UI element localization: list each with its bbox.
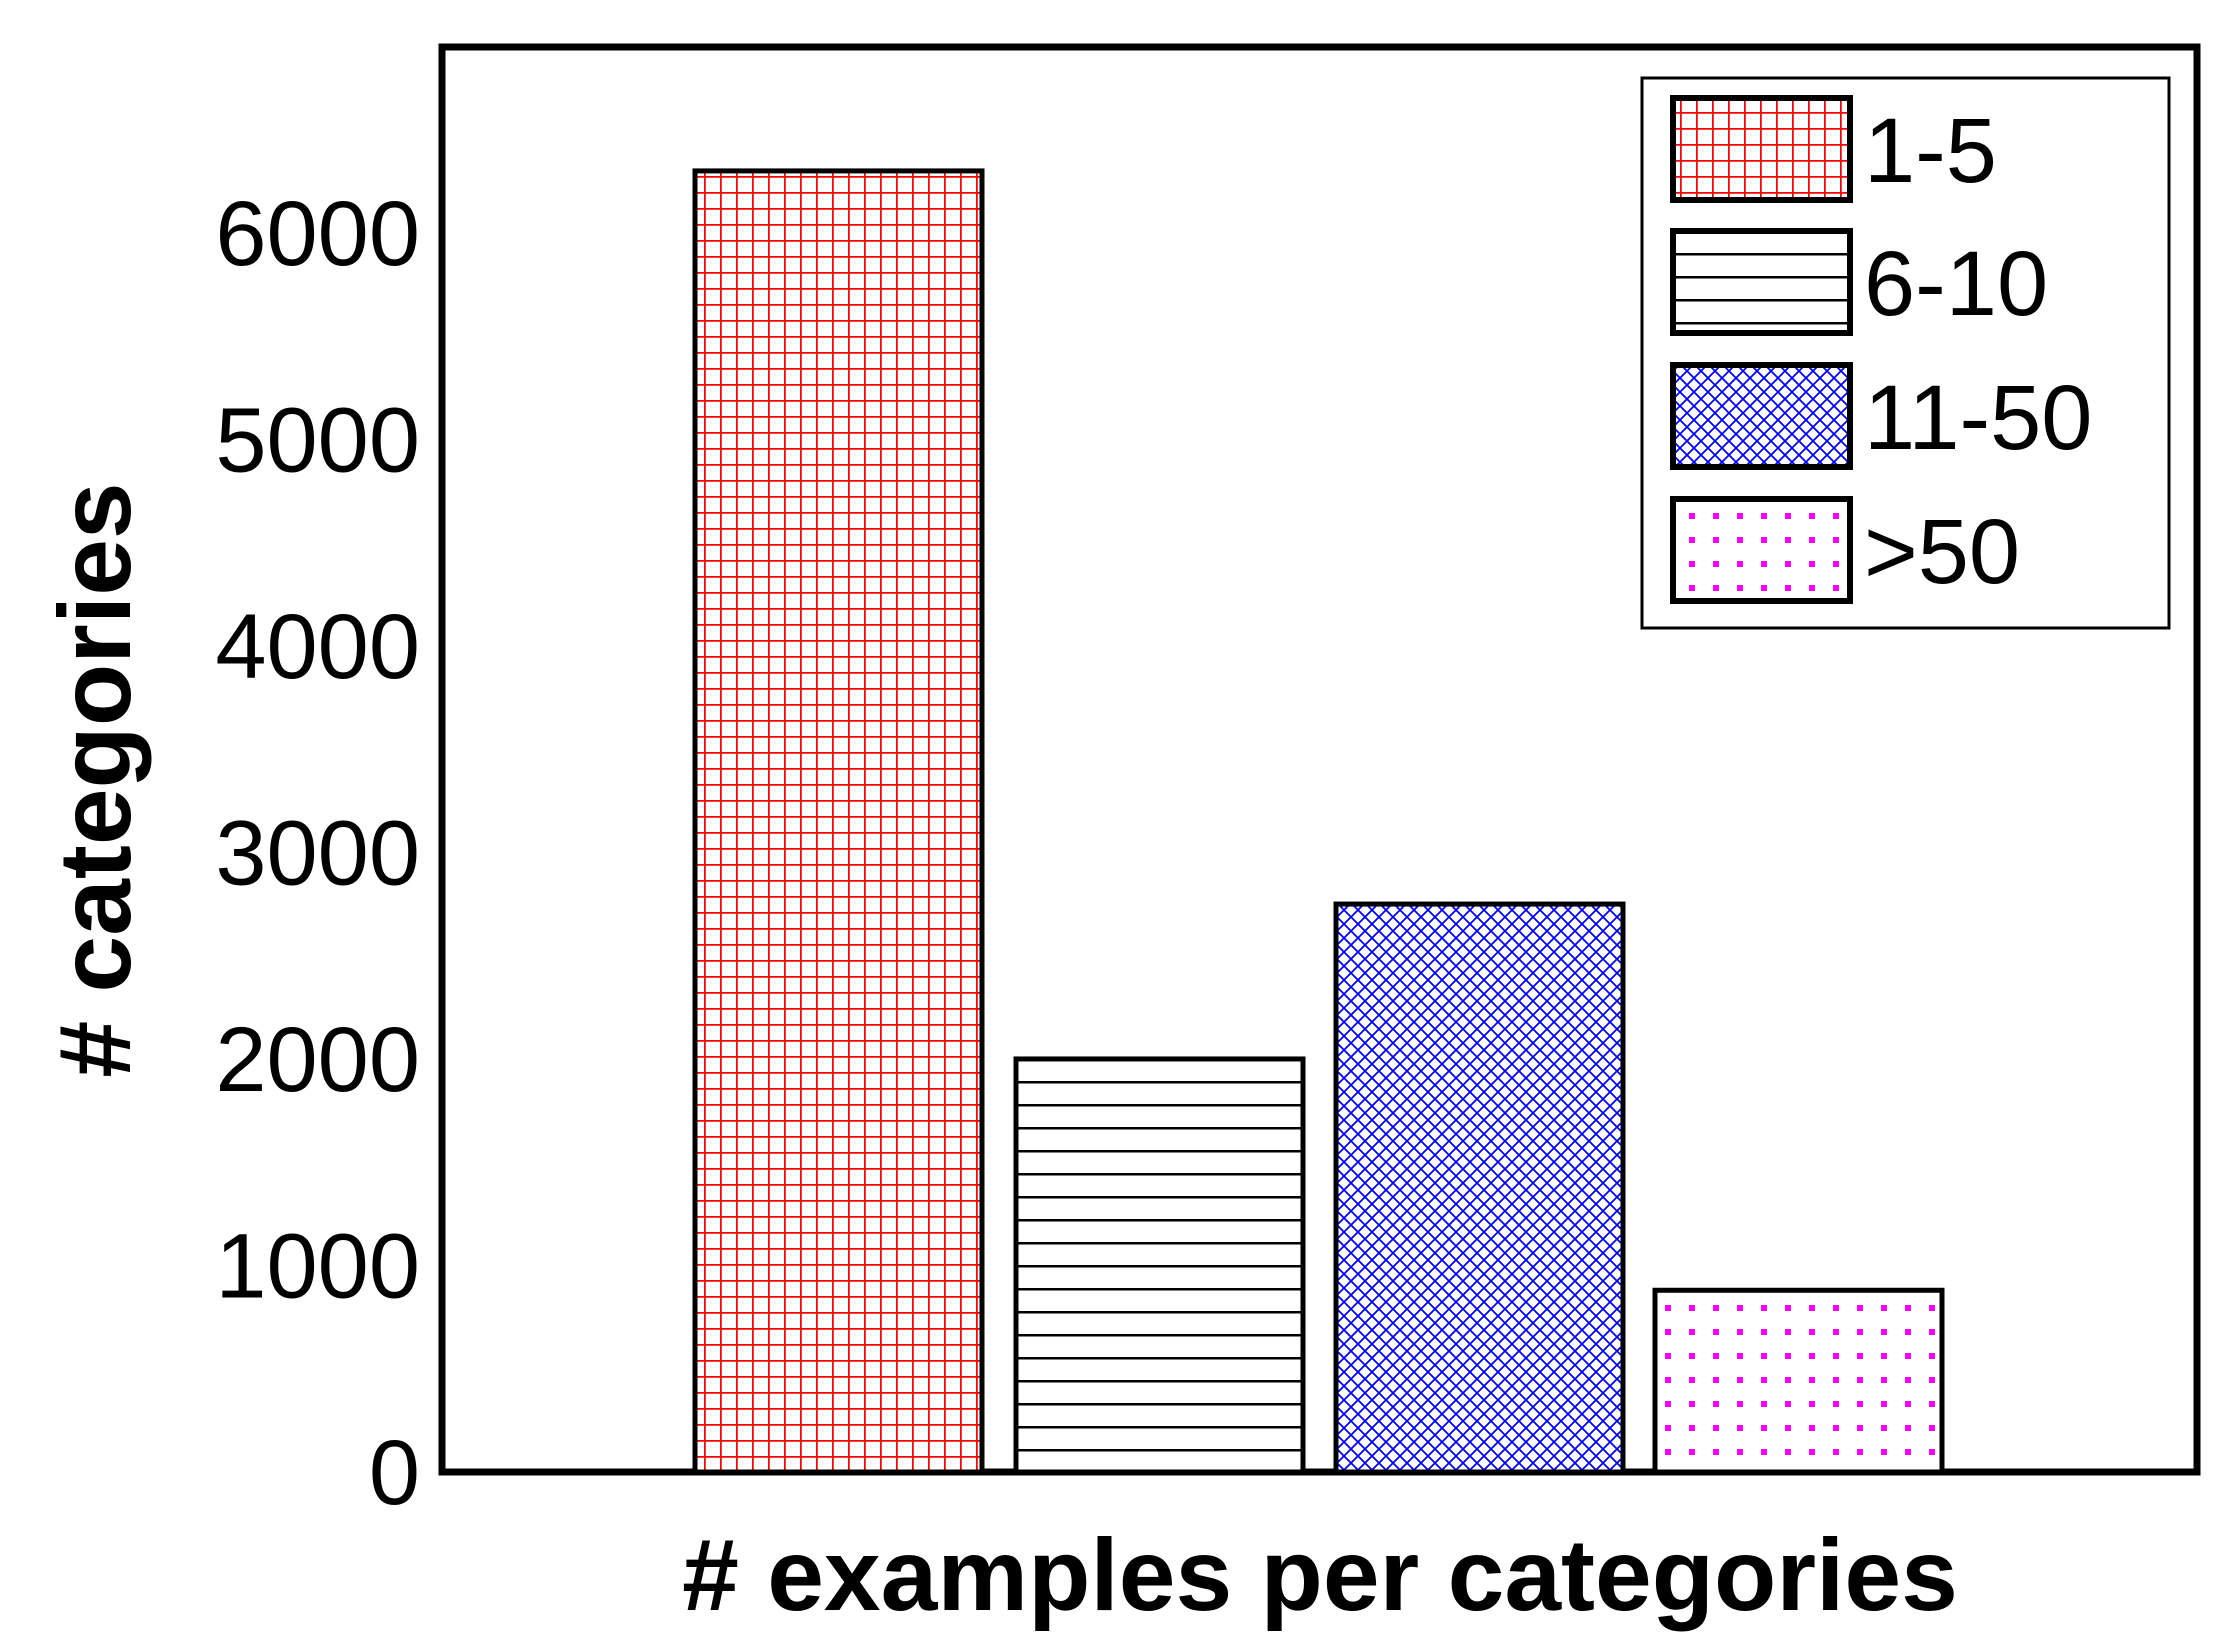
legend-swatch [1670, 496, 1853, 604]
legend-swatch [1670, 228, 1853, 336]
y-tick-label: 2000 [215, 1009, 420, 1111]
y-axis-title: # categories [38, 482, 152, 1077]
x-axis-title: # examples per categories [682, 1518, 1958, 1632]
bars-group [692, 168, 1945, 1475]
legend-label: 1-5 [1864, 100, 1997, 202]
y-tick-label: 0 [369, 1422, 420, 1524]
y-axis-ticks: 0 1000 2000 3000 4000 5000 6000 [215, 183, 420, 1524]
bar-gt-50 [1652, 1287, 1945, 1475]
legend-swatch [1670, 95, 1853, 203]
legend: 1-5 6-10 11-50 >50 [1640, 76, 2171, 630]
bar-1-5 [692, 168, 985, 1475]
plot-frame [438, 43, 2201, 1476]
y-tick-label: 1000 [215, 1215, 420, 1317]
legend-label: 6-10 [1864, 233, 2048, 335]
legend-swatch [1670, 362, 1853, 470]
bar-6-10 [1013, 1056, 1306, 1475]
y-tick-label: 4000 [215, 596, 420, 698]
y-tick-label: 3000 [215, 802, 420, 904]
legend-label: >50 [1864, 501, 2020, 603]
y-tick-label: 6000 [215, 183, 420, 285]
legend-label: 11-50 [1864, 367, 2092, 469]
bar-11-50 [1333, 901, 1626, 1475]
y-tick-label: 5000 [215, 389, 420, 491]
